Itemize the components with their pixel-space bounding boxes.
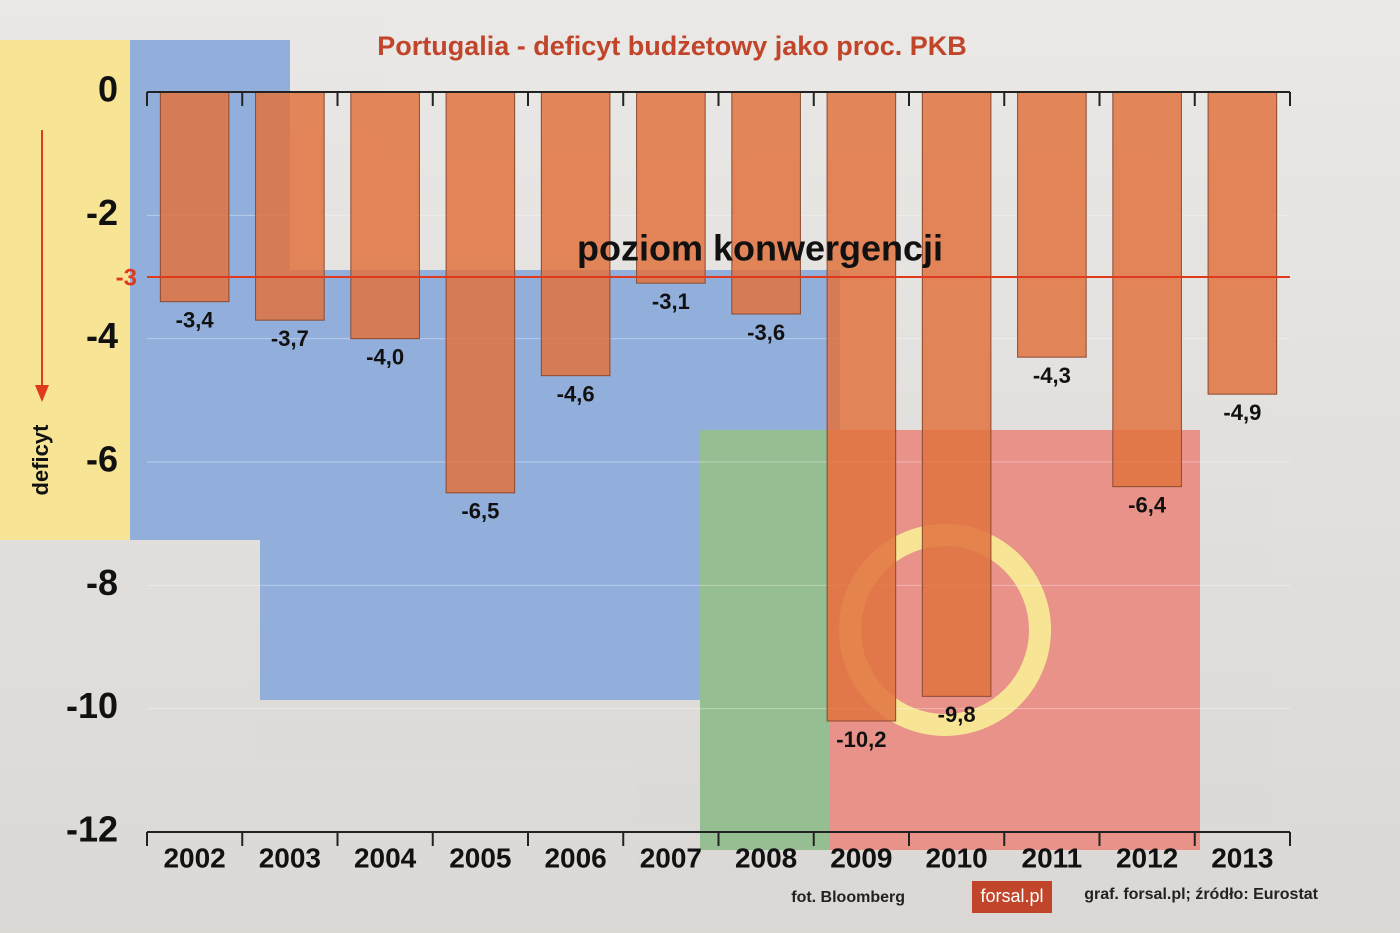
data-label: -3,1	[652, 289, 690, 314]
bar	[159, 91, 230, 303]
x-tick-label: 2013	[1211, 842, 1273, 873]
x-tick-label: 2004	[354, 842, 417, 873]
y-tick-label: -8	[86, 562, 118, 603]
data-label: -4,6	[557, 381, 595, 406]
x-tick-label: 2006	[544, 842, 606, 873]
reference-line-label: poziom konwergencji	[577, 228, 943, 269]
data-label: -4,9	[1223, 400, 1261, 425]
bar	[636, 91, 706, 284]
data-label: -10,2	[836, 727, 886, 752]
data-label: -4,0	[366, 344, 404, 369]
x-tick-label: 2009	[830, 842, 892, 873]
x-tick-label: 2012	[1116, 842, 1178, 873]
y-tick-label: 0	[98, 69, 118, 110]
x-tick-label: 2002	[163, 842, 225, 873]
x-tick-label: 2003	[259, 842, 321, 873]
logo-box	[972, 881, 1052, 913]
deficit-arrowhead	[35, 385, 49, 402]
x-tick-label: 2007	[640, 842, 702, 873]
y-axis-label: deficyt	[28, 424, 53, 496]
bar	[255, 91, 325, 321]
data-label: -9,8	[938, 702, 976, 727]
y-tick-label: -12	[66, 809, 118, 850]
y-tick-label: -4	[86, 315, 118, 356]
source: graf. forsal.pl; źródło: Eurostat	[1084, 886, 1318, 903]
bar	[826, 91, 897, 722]
logo: forsal.pl	[980, 886, 1043, 906]
bar	[1017, 91, 1087, 358]
bar	[731, 91, 801, 315]
reference-value-label: -3	[116, 264, 137, 291]
bar	[1112, 91, 1182, 488]
bar	[1207, 91, 1278, 395]
data-label: -6,4	[1128, 492, 1167, 517]
chart-title: Portugalia - deficyt budżetowy jako proc…	[377, 31, 967, 61]
y-tick-label: -2	[86, 192, 118, 233]
data-label: -3,7	[271, 326, 309, 351]
y-tick-label: -6	[86, 439, 118, 480]
bar	[921, 91, 992, 697]
data-label: -3,4	[176, 307, 215, 332]
x-tick-label: 2011	[1022, 842, 1083, 873]
x-tick-label: 2005	[449, 842, 511, 873]
data-label: -6,5	[461, 499, 499, 524]
bar	[445, 91, 516, 494]
bar	[350, 91, 420, 340]
y-tick-label: -10	[66, 685, 118, 726]
photo-credit: fot. Bloomberg	[791, 889, 905, 906]
bar	[540, 91, 611, 377]
x-tick-label: 2008	[735, 842, 797, 873]
x-tick-label: 2010	[925, 842, 987, 873]
data-label: -4,3	[1033, 363, 1071, 388]
data-label: -3,6	[747, 320, 785, 345]
